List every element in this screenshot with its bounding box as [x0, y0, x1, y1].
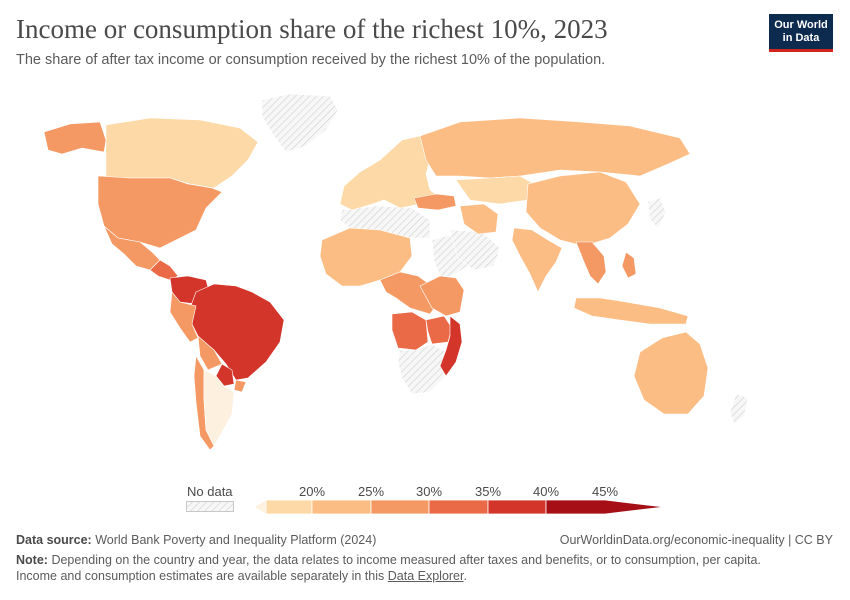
region-russia[interactable]: [419, 117, 691, 179]
region-philippines[interactable]: [621, 251, 637, 279]
legend-tick-20: 20%: [298, 484, 326, 499]
region-turkey[interactable]: [413, 193, 457, 211]
legend-bin-1[interactable]: [265, 500, 313, 514]
legend-tick-labels: 20% 25% 30% 35% 40% 45%: [0, 484, 850, 502]
region-argentina[interactable]: [203, 369, 235, 447]
region-southeast-asia[interactable]: [575, 241, 607, 285]
region-india[interactable]: [511, 227, 563, 293]
legend-bin-0[interactable]: [254, 500, 267, 514]
no-data-label: No data: [187, 484, 233, 499]
source-text: World Bank Poverty and Inequality Platfo…: [95, 533, 377, 547]
region-canada[interactable]: [105, 117, 259, 189]
region-indonesia[interactable]: [573, 297, 689, 325]
logo-line-2: in Data: [782, 32, 820, 44]
legend-bin-2[interactable]: [311, 500, 372, 514]
region-nodata-new-zealand[interactable]: [729, 393, 749, 425]
region-paraguay[interactable]: [215, 363, 235, 387]
source-url[interactable]: OurWorldinData.org/economic-inequality |…: [559, 533, 833, 547]
legend-tick-45: 45%: [591, 484, 619, 499]
chart-subtitle: The share of after tax income or consump…: [16, 52, 606, 68]
world-map-svg: [43, 93, 749, 451]
region-iran[interactable]: [459, 203, 499, 235]
world-map: [0, 80, 850, 480]
note-end: .: [463, 569, 467, 583]
region-brazil[interactable]: [189, 283, 285, 381]
note-label: Note:: [16, 553, 48, 567]
logo-line-1: Our World: [774, 19, 828, 31]
legend-tick-40: 40%: [532, 484, 560, 499]
owid-logo[interactable]: Our World in Data: [769, 14, 833, 52]
region-nodata-southern-africa[interactable]: [397, 343, 447, 395]
region-nodata-sahara-region[interactable]: [339, 205, 431, 239]
region-uruguay[interactable]: [233, 379, 247, 393]
data-explorer-link[interactable]: Data Explorer: [387, 569, 464, 583]
note-text-2: Income and consumption estimates are ava…: [16, 569, 385, 583]
region-china[interactable]: [525, 171, 641, 247]
note-line-2: Income and consumption estimates are ava…: [16, 569, 467, 583]
legend-tick-35: 35%: [474, 484, 502, 499]
legend-bin-4[interactable]: [428, 500, 489, 514]
legend-bin-5[interactable]: [487, 500, 547, 514]
region-kazakhstan[interactable]: [455, 175, 535, 205]
data-source: Data source: World Bank Poverty and Ineq…: [16, 533, 376, 547]
region-australia[interactable]: [633, 331, 709, 415]
legend-tick-25: 25%: [357, 484, 385, 499]
source-label: Data source:: [16, 533, 92, 547]
region-central-america[interactable]: [149, 259, 179, 281]
region-nodata-greenland[interactable]: [261, 93, 339, 153]
region-east-africa[interactable]: [419, 275, 465, 317]
region-bolivia[interactable]: [197, 335, 223, 371]
chart-title: Income or consumption share of the riche…: [16, 14, 608, 44]
region-angola[interactable]: [391, 311, 429, 351]
legend-tick-30: 30%: [415, 484, 443, 499]
note-line-1: Note: Depending on the country and year,…: [16, 553, 761, 567]
note-text-1: Depending on the country and year, the d…: [51, 553, 761, 567]
region-nodata-japan[interactable]: [647, 197, 667, 229]
region-zambia[interactable]: [425, 315, 453, 345]
region-europe[interactable]: [339, 135, 441, 211]
color-legend-bar: [254, 500, 664, 514]
region-alaska[interactable]: [43, 121, 107, 155]
no-data-swatch: [186, 501, 234, 512]
region-mozambique[interactable]: [439, 315, 463, 377]
legend-bin-3[interactable]: [370, 500, 430, 514]
legend-bin-6[interactable]: [545, 500, 664, 514]
map-regions: [43, 93, 749, 451]
